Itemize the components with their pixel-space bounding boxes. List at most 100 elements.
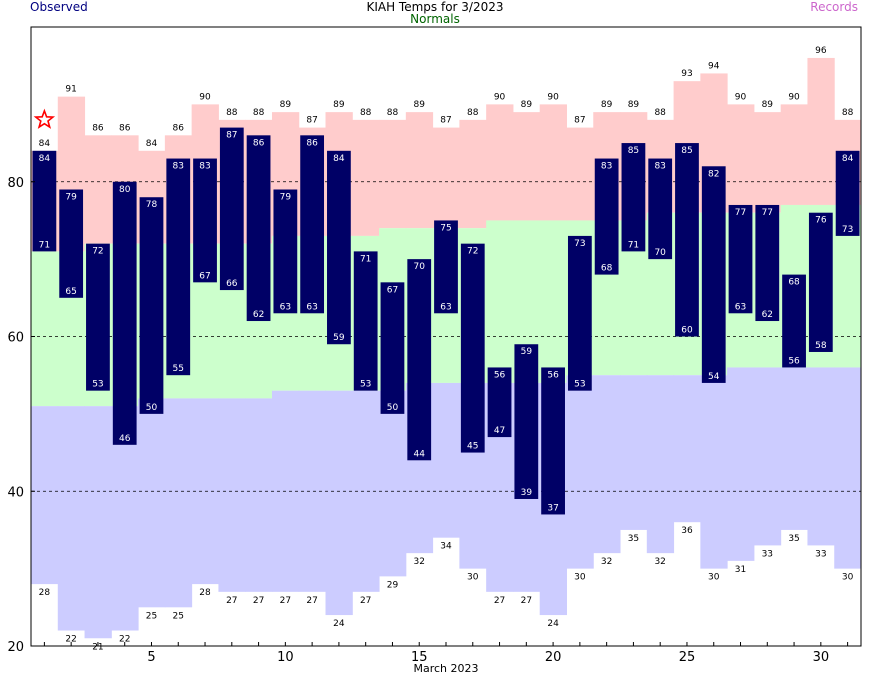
observed-bar — [32, 150, 57, 252]
observed-bar — [782, 274, 806, 368]
observed-bar — [594, 158, 619, 275]
observed-bar — [380, 282, 405, 414]
record-low-label: 28 — [199, 588, 211, 598]
observed-high-label: 78 — [146, 200, 158, 210]
observed-high-label: 86 — [253, 138, 265, 148]
record-low-label: 24 — [333, 619, 345, 629]
record-high-label: 89 — [333, 100, 345, 110]
record-low-label: 25 — [146, 611, 157, 621]
record-high-label: 84 — [39, 139, 51, 149]
observed-high-label: 75 — [440, 223, 451, 233]
record-high-label: 88 — [467, 108, 479, 118]
record-low-band — [218, 398, 246, 592]
observed-high-label: 70 — [413, 262, 425, 272]
observed-low-label: 50 — [146, 403, 158, 413]
record-high-label: 86 — [173, 123, 185, 133]
observed-low-label: 47 — [494, 426, 505, 436]
record-high-label: 88 — [226, 108, 238, 118]
observed-low-label: 63 — [735, 302, 746, 312]
observed-bar — [300, 135, 325, 314]
record-low-label: 35 — [628, 534, 639, 544]
record-high-band — [352, 119, 380, 236]
observed-high-label: 83 — [173, 162, 184, 172]
observed-low-label: 71 — [39, 240, 50, 250]
x-axis-label: March 2023 — [413, 662, 478, 675]
observed-low-label: 63 — [440, 302, 451, 312]
observed-high-label: 67 — [387, 285, 398, 295]
observed-low-label: 59 — [333, 333, 345, 343]
x-tick-label: 10 — [277, 650, 294, 665]
observed-low-label: 62 — [762, 310, 773, 320]
observed-low-label: 53 — [360, 380, 371, 390]
observed-bar — [246, 135, 271, 322]
y-tick-label: 20 — [7, 640, 24, 655]
observed-low-label: 44 — [413, 449, 425, 459]
record-low-label: 30 — [708, 573, 720, 583]
records-legend: Records — [810, 0, 858, 14]
observed-high-label: 84 — [39, 154, 51, 164]
record-low-label: 32 — [601, 557, 612, 567]
record-high-label: 90 — [199, 92, 211, 102]
observed-bar — [219, 127, 244, 291]
record-low-band — [807, 367, 835, 546]
observed-low-label: 63 — [306, 302, 317, 312]
observed-low-label: 56 — [788, 356, 800, 366]
record-high-band — [807, 57, 835, 205]
record-high-band — [566, 127, 594, 221]
observed-legend: Observed — [30, 0, 88, 14]
observed-bar — [353, 251, 378, 391]
record-low-band — [31, 406, 59, 585]
record-low-label: 22 — [119, 635, 130, 645]
observed-low-label: 67 — [199, 271, 210, 281]
observed-high-label: 71 — [360, 254, 371, 264]
observed-high-label: 84 — [842, 154, 854, 164]
observed-high-label: 59 — [521, 347, 533, 357]
observed-high-label: 79 — [280, 192, 292, 202]
observed-high-label: 68 — [788, 278, 800, 288]
record-high-label: 84 — [146, 139, 158, 149]
record-high-label: 91 — [65, 85, 76, 95]
record-high-band — [486, 104, 514, 221]
observed-high-label: 56 — [547, 370, 559, 380]
observed-low-label: 70 — [654, 248, 666, 258]
observed-high-label: 83 — [199, 162, 210, 172]
observed-high-label: 82 — [708, 169, 719, 179]
record-high-label: 90 — [547, 92, 559, 102]
record-high-label: 87 — [574, 116, 585, 126]
record-low-label: 22 — [65, 635, 76, 645]
record-high-label: 88 — [253, 108, 265, 118]
observed-low-label: 65 — [65, 287, 76, 297]
record-high-band — [405, 112, 434, 229]
observed-high-label: 72 — [92, 247, 103, 257]
observed-bar — [193, 158, 217, 283]
record-low-band — [646, 375, 675, 554]
record-low-label: 29 — [387, 580, 399, 590]
observed-high-label: 84 — [333, 154, 345, 164]
record-low-band — [379, 390, 407, 577]
observed-bar — [166, 158, 191, 376]
observed-bar — [567, 235, 592, 391]
record-low-band — [834, 367, 862, 569]
record-high-label: 89 — [628, 100, 640, 110]
record-high-label: 89 — [521, 100, 533, 110]
observed-bar — [273, 189, 298, 314]
record-low-band — [593, 375, 621, 554]
x-tick-label: 15 — [411, 650, 428, 665]
record-low-label: 28 — [39, 588, 51, 598]
observed-bar — [755, 204, 780, 322]
observed-bar — [808, 212, 833, 352]
record-high-label: 86 — [119, 123, 131, 133]
record-high-band — [84, 135, 112, 244]
observed-low-label: 71 — [628, 240, 639, 250]
record-low-label: 30 — [842, 573, 854, 583]
observed-low-label: 45 — [467, 442, 478, 452]
observed-bar — [434, 220, 458, 314]
record-low-band — [164, 398, 193, 608]
observed-low-label: 46 — [119, 434, 131, 444]
record-high-label: 88 — [842, 108, 854, 118]
record-low-label: 35 — [788, 534, 799, 544]
y-tick-label: 40 — [7, 485, 24, 500]
star-marker — [33, 108, 56, 129]
record-low-label: 31 — [735, 565, 746, 575]
